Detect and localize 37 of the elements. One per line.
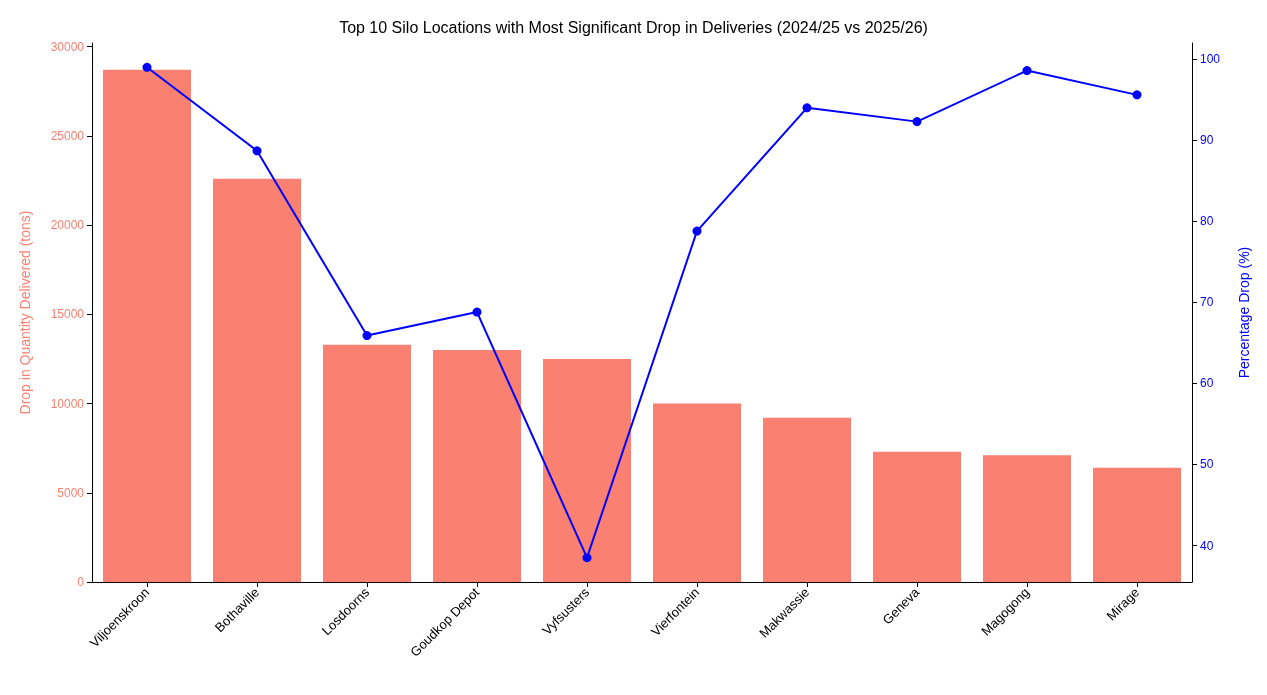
y2-tick-label: 80 (1200, 214, 1214, 229)
bar (213, 178, 301, 582)
point (582, 553, 592, 563)
bar (763, 417, 851, 582)
point (1132, 90, 1142, 100)
point (362, 331, 372, 341)
y-tick-label: 5000 (57, 485, 85, 500)
y2-tick-label: 40 (1200, 538, 1214, 553)
bar (103, 69, 191, 582)
y2-tick-label: 60 (1200, 376, 1214, 391)
y-axis-title: Drop in Quantity Delivered (tons) (17, 210, 33, 415)
bar (1093, 467, 1181, 582)
y2-tick-label: 50 (1200, 457, 1214, 472)
point (472, 307, 482, 317)
y-tick-label: 0 (77, 575, 85, 589)
bar (653, 403, 741, 582)
y2-tick-label: 70 (1200, 295, 1214, 310)
bar (543, 358, 631, 582)
y-tick-label: 15000 (50, 307, 85, 322)
bar (873, 451, 961, 582)
y-tick-label: 30000 (50, 39, 85, 54)
point (692, 226, 702, 236)
y2-tick-label: 100 (1200, 52, 1221, 67)
bar (983, 455, 1071, 582)
bar (323, 344, 411, 582)
chart-title: Top 10 Silo Locations with Most Significant Drop in Deliveries (2024/25 vs 2025/26) (339, 18, 928, 36)
point (802, 103, 812, 113)
y-tick-label: 25000 (50, 128, 85, 143)
y-tick-label: 10000 (50, 396, 85, 411)
y-tick-label: 20000 (50, 218, 85, 233)
bar (433, 349, 521, 582)
point (252, 146, 262, 156)
point (1022, 66, 1032, 76)
y2-tick-label: 90 (1200, 133, 1214, 148)
point (912, 117, 922, 127)
point (142, 62, 152, 72)
y2-axis-title: Percentage Drop (%) (1236, 246, 1252, 379)
